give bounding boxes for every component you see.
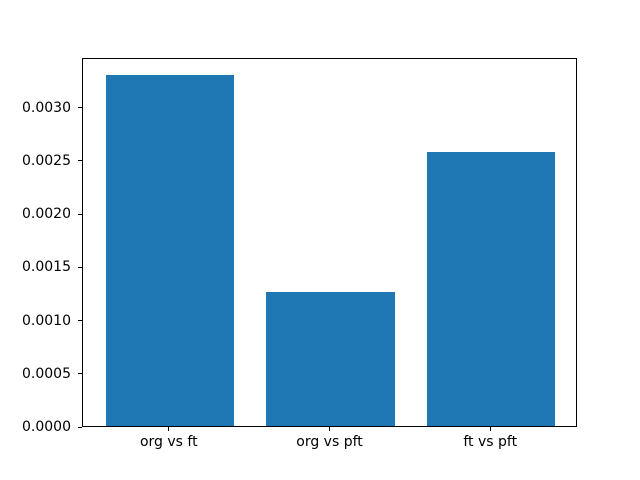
- y-tick-mark: [78, 160, 82, 162]
- y-tick-label: 0.0005: [22, 365, 71, 382]
- y-tick-label: 0.0015: [22, 259, 71, 276]
- x-tick-label: ft vs pft: [463, 434, 518, 450]
- y-tick-mark: [78, 266, 82, 268]
- x-tick-mark: [329, 427, 330, 431]
- y-tick-label: 0.0010: [22, 312, 71, 329]
- bar-ft-vs-pft: [426, 152, 556, 426]
- x-tick-mark: [489, 427, 491, 431]
- x-tick-label: org vs pft: [296, 434, 363, 450]
- plot-area: [82, 58, 577, 427]
- y-tick-label: 0.0020: [22, 206, 71, 222]
- y-tick-mark: [78, 107, 82, 109]
- y-tick-mark: [78, 320, 82, 321]
- y-tick-label: 0.0000: [22, 419, 71, 435]
- y-tick-mark: [78, 213, 82, 215]
- y-tick-mark: [78, 373, 82, 375]
- y-tick-label: 0.0030: [22, 99, 71, 116]
- bar-org-vs-pft: [266, 291, 395, 426]
- x-tick-mark: [168, 427, 170, 431]
- y-tick-mark: [78, 426, 82, 428]
- y-tick-label: 0.0025: [22, 152, 71, 169]
- bar-org-vs-ft: [105, 74, 235, 426]
- x-tick-label: org vs ft: [139, 434, 198, 450]
